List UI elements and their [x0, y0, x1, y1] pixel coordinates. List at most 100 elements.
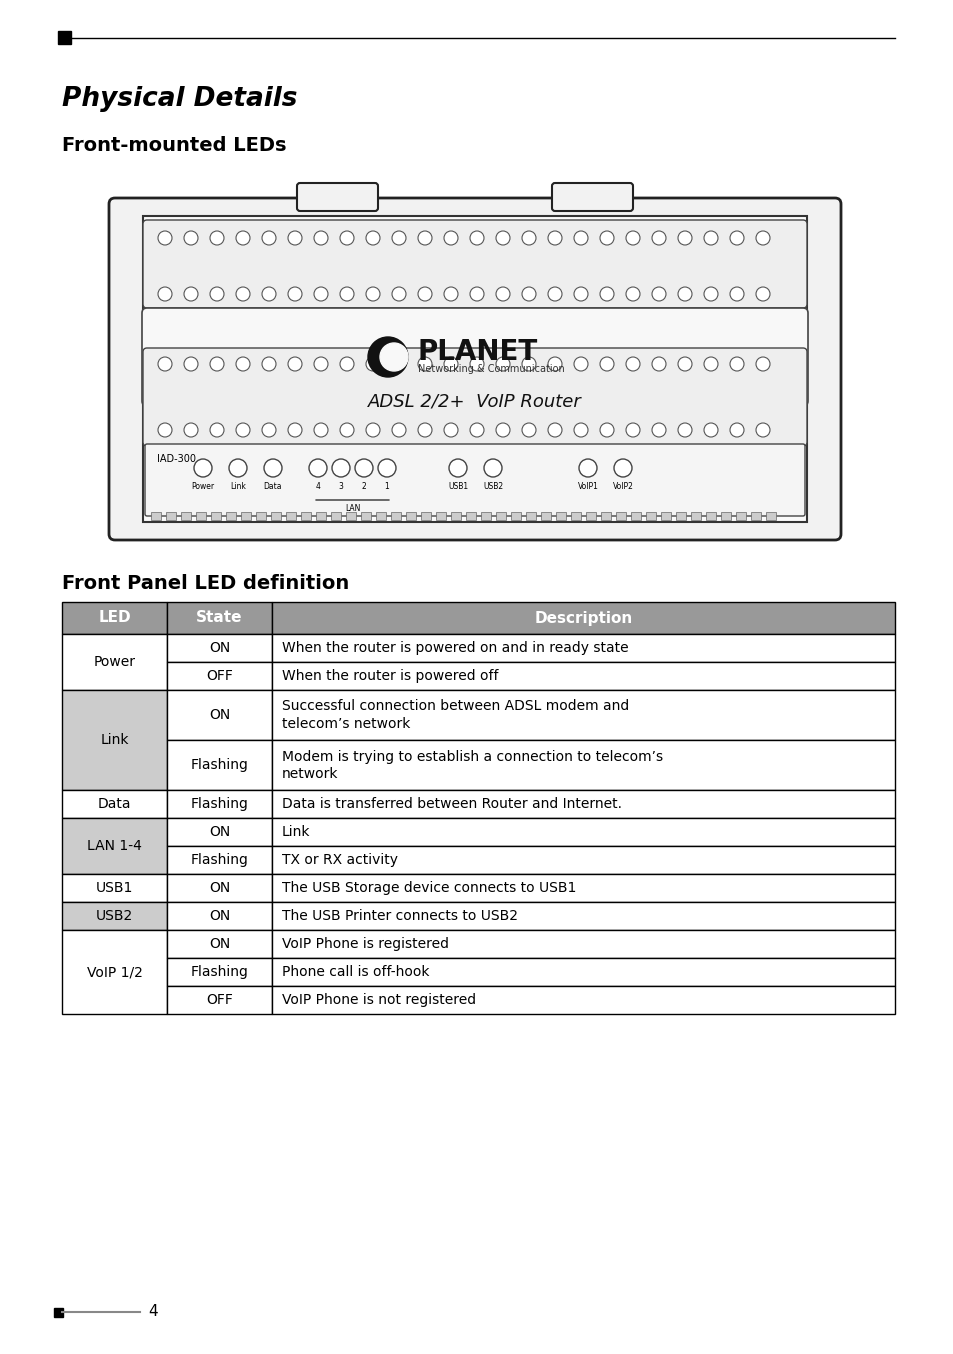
Circle shape [262, 232, 275, 245]
FancyBboxPatch shape [143, 219, 806, 307]
Circle shape [210, 422, 224, 437]
Bar [167, 603, 272, 634]
Circle shape [392, 357, 406, 371]
Circle shape [262, 357, 275, 371]
Bar [167, 873, 272, 902]
Bar [556, 512, 565, 520]
Circle shape [264, 459, 282, 477]
FancyBboxPatch shape [552, 183, 633, 211]
Circle shape [470, 422, 483, 437]
Text: Front Panel LED definition: Front Panel LED definition [62, 574, 349, 593]
Bar [286, 512, 295, 520]
Circle shape [443, 232, 457, 245]
Bar [62, 818, 167, 873]
Bar [511, 512, 520, 520]
Bar [540, 512, 551, 520]
Circle shape [599, 422, 614, 437]
Bar [705, 512, 716, 520]
Circle shape [678, 357, 691, 371]
Bar [391, 512, 400, 520]
Bar [272, 634, 894, 662]
Text: Flashing: Flashing [191, 758, 248, 772]
Bar [451, 512, 460, 520]
Circle shape [368, 337, 408, 376]
Text: IAD-300: IAD-300 [157, 454, 195, 464]
Circle shape [599, 357, 614, 371]
Circle shape [262, 287, 275, 301]
Bar [436, 512, 446, 520]
Text: Flashing: Flashing [191, 798, 248, 811]
Text: OFF: OFF [206, 992, 233, 1007]
Circle shape [755, 357, 769, 371]
Bar [272, 789, 894, 818]
Text: ON: ON [209, 640, 230, 655]
Circle shape [547, 232, 561, 245]
Bar [167, 902, 272, 930]
Bar [54, 1308, 63, 1317]
Bar [406, 512, 416, 520]
Bar [496, 512, 505, 520]
Circle shape [578, 459, 597, 477]
Bar [690, 512, 700, 520]
Text: VoIP Phone is registered: VoIP Phone is registered [282, 937, 449, 951]
Text: Networking & Communication: Networking & Communication [417, 364, 564, 374]
Text: 1: 1 [384, 482, 389, 492]
Circle shape [355, 459, 373, 477]
Circle shape [366, 287, 379, 301]
Bar [272, 603, 894, 634]
Bar [62, 873, 167, 902]
Circle shape [158, 287, 172, 301]
Circle shape [496, 357, 510, 371]
Circle shape [443, 357, 457, 371]
Bar [616, 512, 625, 520]
Text: telecom’s network: telecom’s network [282, 716, 410, 731]
Circle shape [574, 287, 587, 301]
Text: ADSL 2/2+  VoIP Router: ADSL 2/2+ VoIP Router [368, 393, 581, 410]
Circle shape [470, 287, 483, 301]
Circle shape [496, 232, 510, 245]
FancyBboxPatch shape [109, 198, 841, 540]
Bar [226, 512, 235, 520]
Circle shape [521, 287, 536, 301]
Bar [272, 873, 894, 902]
Circle shape [339, 287, 354, 301]
Bar [167, 789, 272, 818]
Bar [660, 512, 670, 520]
Circle shape [496, 287, 510, 301]
Circle shape [651, 422, 665, 437]
Bar [315, 512, 326, 520]
Bar [167, 959, 272, 986]
Circle shape [483, 459, 501, 477]
Bar [167, 741, 272, 789]
Circle shape [678, 287, 691, 301]
Text: VoIP1: VoIP1 [577, 482, 598, 492]
Circle shape [625, 422, 639, 437]
Bar [272, 902, 894, 930]
Circle shape [651, 357, 665, 371]
Bar [765, 512, 775, 520]
Text: 3: 3 [338, 482, 343, 492]
Bar [58, 31, 71, 43]
Bar [630, 512, 640, 520]
Circle shape [229, 459, 247, 477]
Circle shape [184, 287, 198, 301]
Text: USB2: USB2 [95, 909, 133, 923]
Text: USB1: USB1 [448, 482, 468, 492]
Bar [480, 512, 491, 520]
Circle shape [210, 287, 224, 301]
Circle shape [729, 422, 743, 437]
Circle shape [392, 287, 406, 301]
Circle shape [379, 343, 408, 371]
Bar [272, 959, 894, 986]
Text: ON: ON [209, 909, 230, 923]
Bar [272, 741, 894, 789]
Circle shape [417, 357, 432, 371]
Bar [167, 818, 272, 846]
Circle shape [625, 357, 639, 371]
Bar [676, 512, 685, 520]
Text: State: State [196, 611, 242, 626]
Text: When the router is powered off: When the router is powered off [282, 669, 498, 682]
Text: 4: 4 [148, 1304, 157, 1320]
Circle shape [288, 287, 302, 301]
Text: network: network [282, 766, 338, 780]
